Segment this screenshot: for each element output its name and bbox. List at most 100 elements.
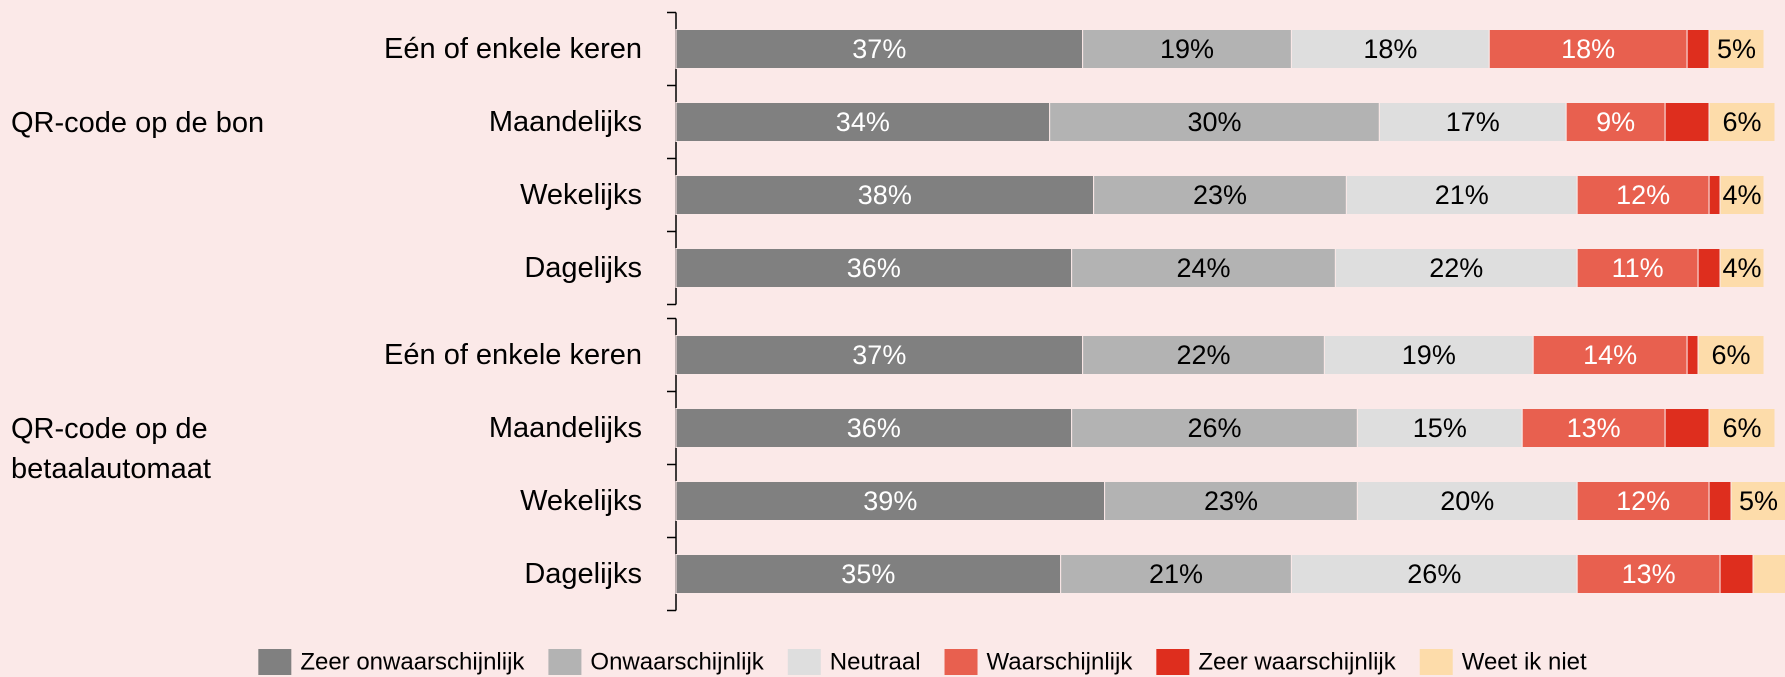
bar-segment bbox=[1686, 335, 1699, 375]
row-label: Maandelijks bbox=[489, 106, 642, 138]
data-label: 6% bbox=[1723, 107, 1762, 137]
bar-segment bbox=[1686, 29, 1710, 69]
data-label: 4% bbox=[1723, 180, 1762, 210]
bar-segment bbox=[1082, 29, 1292, 69]
data-label: 18% bbox=[1561, 34, 1615, 64]
bar-segment bbox=[1576, 554, 1721, 594]
bar-segment bbox=[1049, 102, 1380, 142]
bar-segment bbox=[1104, 481, 1358, 521]
data-label: 19% bbox=[1160, 34, 1214, 64]
bar-segment bbox=[675, 102, 1051, 142]
bar-segment bbox=[1521, 408, 1666, 448]
data-label: 22% bbox=[1429, 253, 1483, 283]
data-label: 4% bbox=[1723, 253, 1762, 283]
bar-segment bbox=[1697, 335, 1765, 375]
row-label: Wekelijks bbox=[520, 179, 642, 211]
bar-segment bbox=[1323, 335, 1534, 375]
legend-swatch bbox=[944, 649, 978, 675]
data-label: 11% bbox=[1612, 253, 1664, 283]
bar-segment bbox=[1708, 175, 1721, 215]
bar-segment bbox=[1708, 29, 1765, 69]
bar-segment bbox=[1576, 175, 1710, 215]
row-label: Dagelijks bbox=[524, 252, 642, 284]
bar-segment bbox=[675, 248, 1073, 288]
bar-segment bbox=[675, 335, 1084, 375]
data-label: 15% bbox=[1413, 413, 1467, 443]
data-label: 13% bbox=[1622, 559, 1676, 589]
data-label: 20% bbox=[1440, 486, 1494, 516]
data-label: 14% bbox=[1583, 340, 1637, 370]
bar-segment bbox=[1356, 481, 1578, 521]
bar-segment bbox=[1060, 554, 1292, 594]
data-label: 24% bbox=[1176, 253, 1230, 283]
bar-segment bbox=[1290, 554, 1578, 594]
data-label: 39% bbox=[863, 486, 917, 516]
bar-segment bbox=[1356, 408, 1523, 448]
data-label: 17% bbox=[1446, 107, 1500, 137]
bar-segment bbox=[675, 175, 1095, 215]
data-label: 37% bbox=[852, 34, 906, 64]
data-label: 23% bbox=[1204, 486, 1258, 516]
data-label: 34% bbox=[836, 107, 890, 137]
bar-segment bbox=[675, 554, 1062, 594]
data-label: 19% bbox=[1402, 340, 1456, 370]
bar-segment bbox=[1378, 102, 1567, 142]
bar-segment bbox=[1752, 554, 1785, 594]
bar-segment bbox=[1576, 481, 1710, 521]
data-label: 30% bbox=[1187, 107, 1241, 137]
bar-segment bbox=[675, 408, 1073, 448]
bar-segment bbox=[1345, 175, 1578, 215]
bar-segment bbox=[1565, 102, 1666, 142]
bar-segment bbox=[1664, 408, 1710, 448]
row-label: Eén of enkele keren bbox=[384, 33, 642, 65]
legend-swatch bbox=[787, 649, 821, 675]
data-label: 12% bbox=[1616, 180, 1670, 210]
data-label: 9% bbox=[1596, 107, 1635, 137]
data-label: 6% bbox=[1723, 413, 1762, 443]
bar-segment bbox=[1488, 29, 1688, 69]
data-label: 36% bbox=[847, 413, 901, 443]
data-label: 13% bbox=[1567, 413, 1621, 443]
data-label: 35% bbox=[841, 559, 895, 589]
legend-swatch bbox=[1156, 649, 1190, 675]
data-label: 5% bbox=[1717, 34, 1756, 64]
bar-segment bbox=[1334, 248, 1578, 288]
legend-label: Zeer onwaarschijnlijk bbox=[300, 649, 525, 676]
bar-segment bbox=[1708, 408, 1776, 448]
bar-segment bbox=[1719, 175, 1765, 215]
bar-segment bbox=[1082, 335, 1325, 375]
bar-segment bbox=[1719, 248, 1765, 288]
group-label: QR-code op de bon bbox=[11, 106, 265, 139]
legend-label: Neutraal bbox=[830, 649, 921, 676]
legend: Zeer onwaarschijnlijk Onwaarschijnlijk Neu… bbox=[258, 649, 1587, 676]
row-label: Dagelijks bbox=[524, 558, 642, 590]
data-label: 21% bbox=[1149, 559, 1203, 589]
data-label: 26% bbox=[1187, 413, 1241, 443]
bar-segment bbox=[1719, 554, 1754, 594]
row-label: Eén of enkele keren bbox=[384, 339, 642, 371]
legend-swatch bbox=[258, 649, 292, 675]
data-label: 36% bbox=[847, 253, 901, 283]
bar-segment bbox=[1071, 408, 1358, 448]
bar-segment bbox=[675, 481, 1106, 521]
data-label: 18% bbox=[1363, 34, 1417, 64]
data-label: 6% bbox=[1712, 340, 1751, 370]
bar-segment bbox=[1532, 335, 1688, 375]
row-label: Maandelijks bbox=[489, 412, 642, 444]
data-label: 5% bbox=[1739, 486, 1778, 516]
legend-swatch bbox=[548, 649, 582, 675]
bar-segment bbox=[1708, 481, 1732, 521]
bar-segment bbox=[1697, 248, 1721, 288]
data-label: 21% bbox=[1435, 180, 1489, 210]
bar-segment bbox=[1576, 248, 1699, 288]
data-label: 38% bbox=[858, 180, 912, 210]
data-label: 26% bbox=[1407, 559, 1461, 589]
data-label: 23% bbox=[1193, 180, 1247, 210]
bar-segment bbox=[1708, 102, 1776, 142]
legend-swatch bbox=[1419, 649, 1453, 675]
data-label: 12% bbox=[1616, 486, 1670, 516]
legend-label: Waarschijnlijk bbox=[987, 649, 1134, 676]
legend-label: Zeer waarschijnlijk bbox=[1198, 649, 1396, 676]
